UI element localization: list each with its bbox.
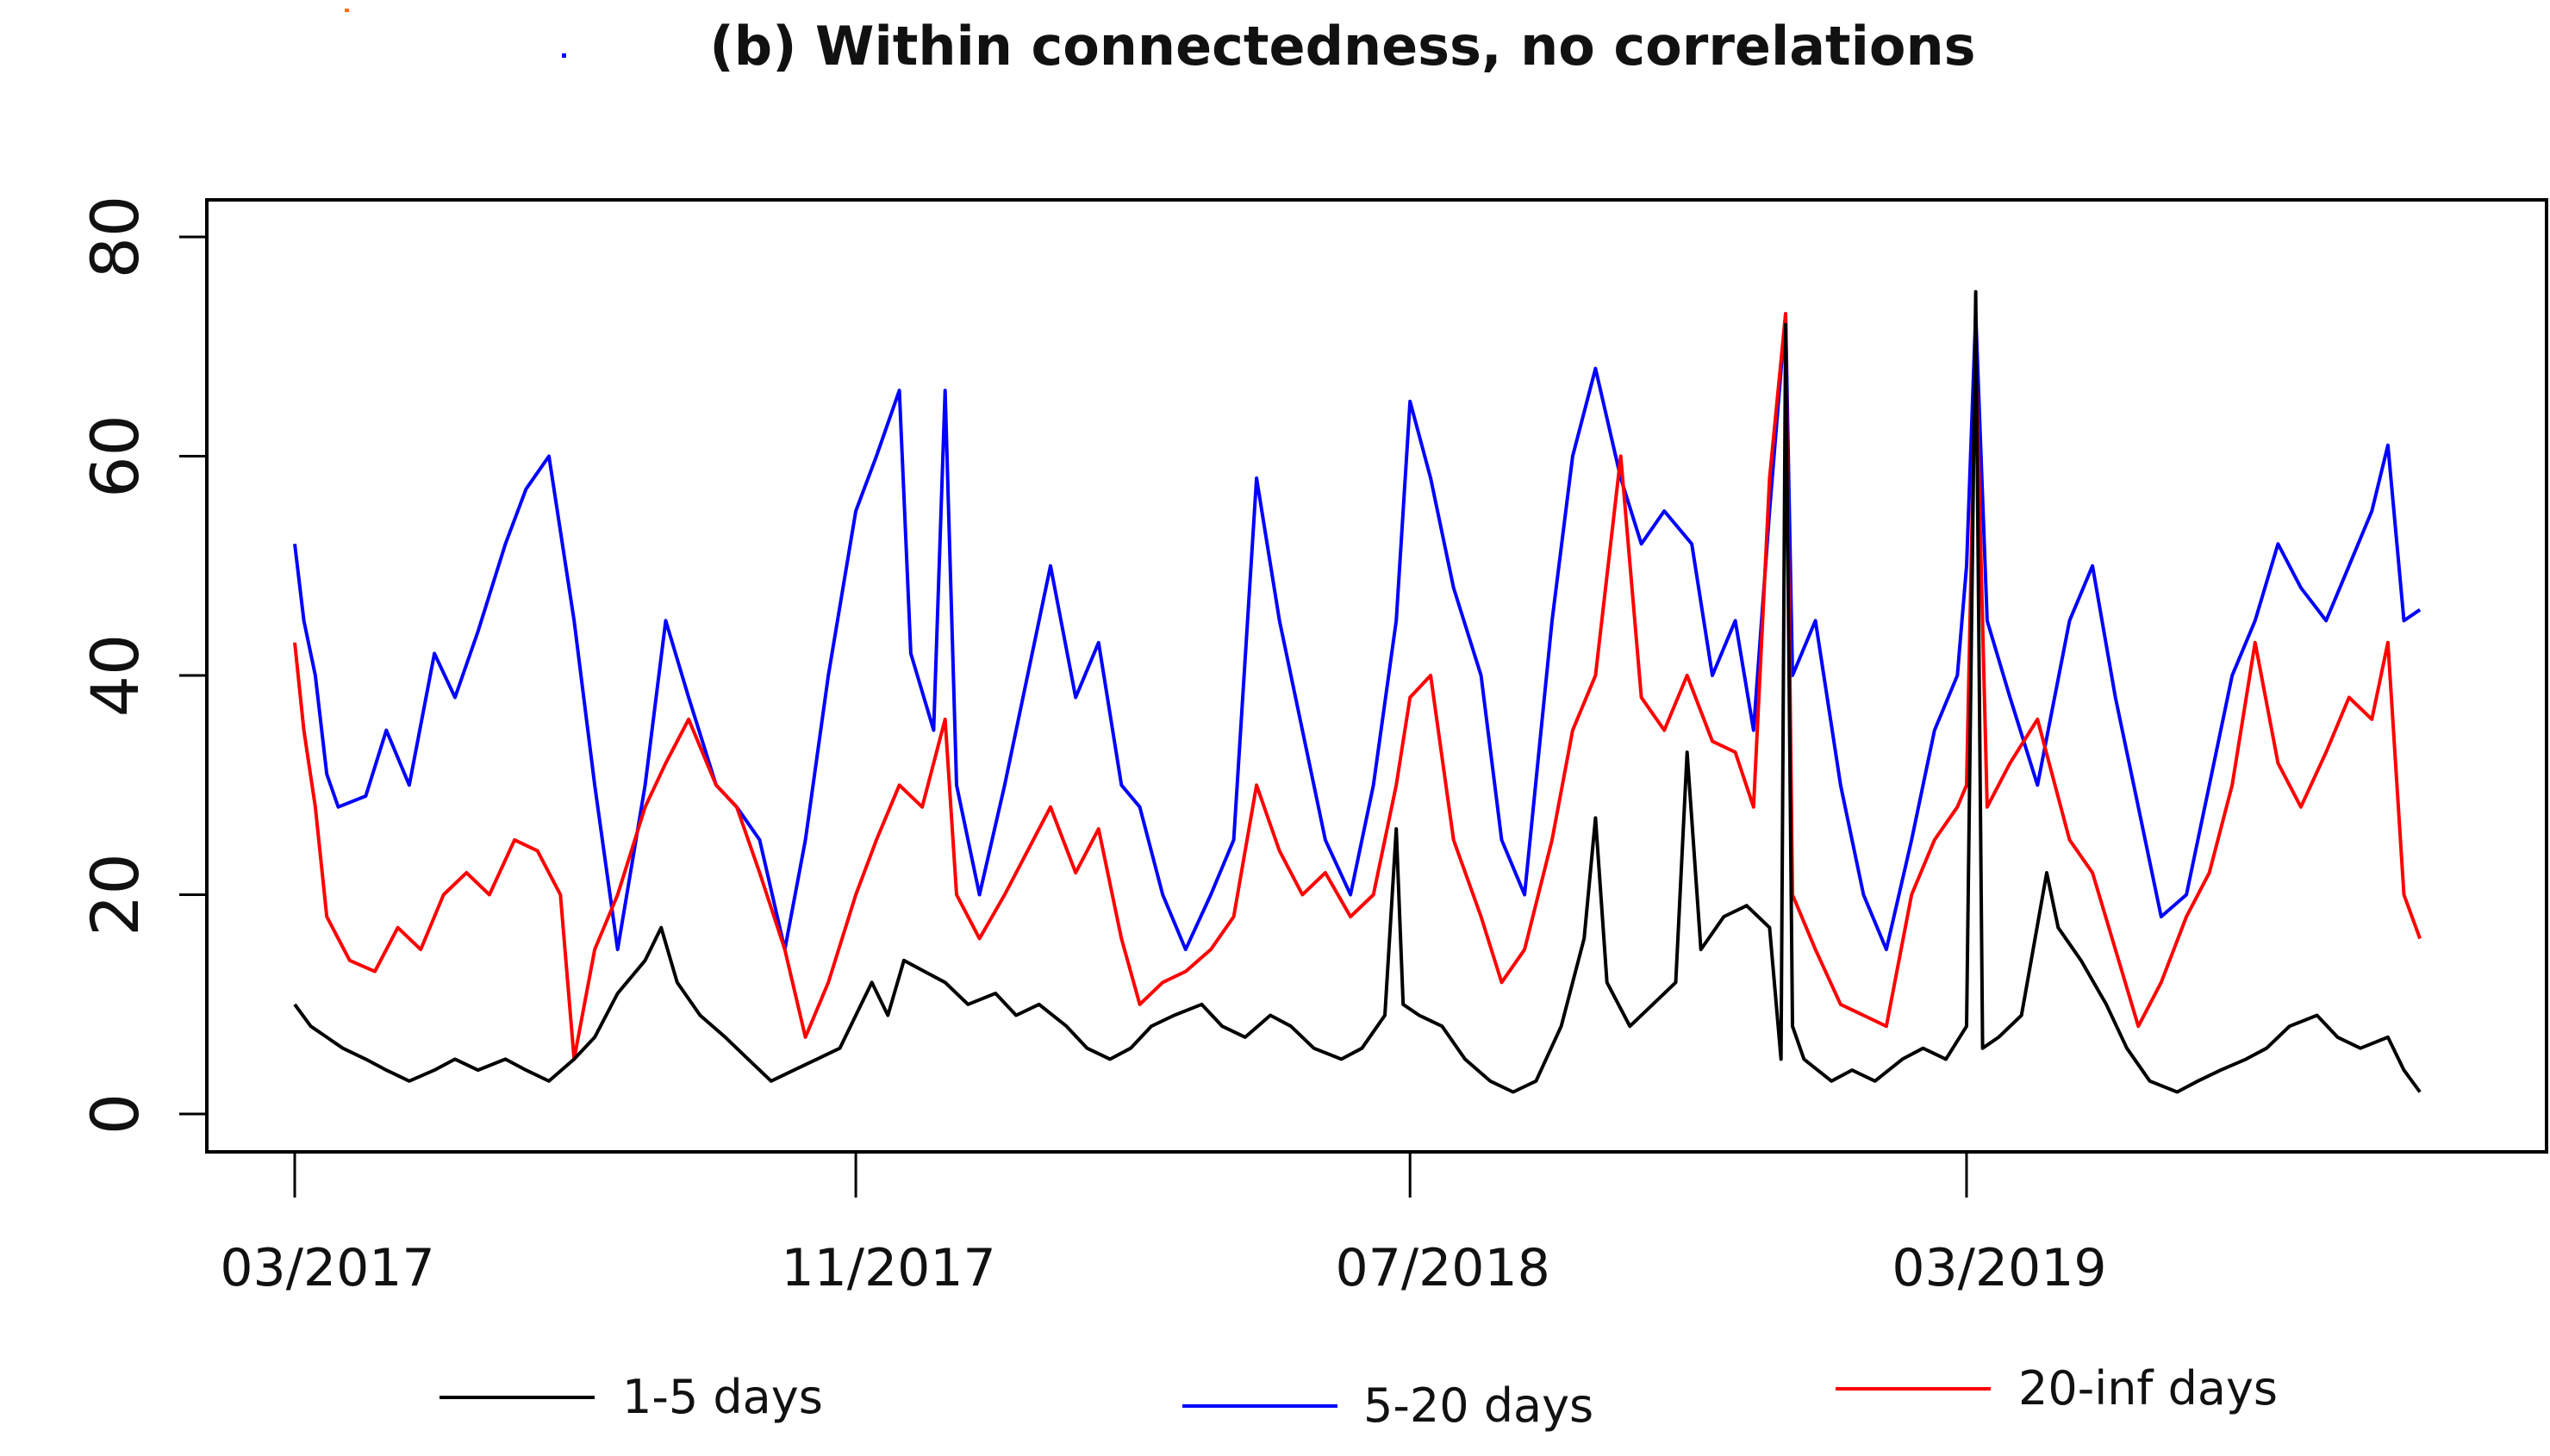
x-tick-label: 07/2018 bbox=[1336, 1238, 1550, 1298]
y-axis: 0 20 40 60 80 bbox=[77, 196, 209, 1135]
legend-label-0: 1-5 days bbox=[622, 1370, 823, 1424]
y-tick-label: 0 bbox=[77, 1093, 153, 1135]
plot-frame bbox=[205, 198, 2548, 1154]
stray-mark-orange bbox=[345, 9, 349, 12]
x-tick-label: 03/2019 bbox=[1892, 1238, 2106, 1298]
series-line-0 bbox=[293, 289, 2422, 1094]
x-axis: 03/2017 11/2017 07/2018 03/2019 bbox=[220, 1150, 2107, 1298]
x-tick-label: 03/2017 bbox=[220, 1238, 434, 1298]
legend: 1-5 days 5-20 days 20-inf days bbox=[440, 1361, 2278, 1433]
y-tick-label: 40 bbox=[77, 634, 153, 718]
y-tick-label: 80 bbox=[77, 196, 153, 279]
stray-mark-blue bbox=[562, 53, 566, 58]
legend-label-2: 20-inf days bbox=[2018, 1361, 2278, 1416]
series-group bbox=[293, 289, 2422, 1094]
series-line-2 bbox=[293, 312, 2422, 1061]
legend-label-1: 5-20 days bbox=[1363, 1378, 1593, 1433]
chart-title: (b) Within connectedness, no correlation… bbox=[709, 15, 1975, 78]
y-tick-label: 60 bbox=[77, 414, 153, 498]
series-line-1 bbox=[293, 312, 2422, 952]
x-tick-label: 11/2017 bbox=[781, 1238, 995, 1298]
y-tick-label: 20 bbox=[77, 853, 153, 936]
